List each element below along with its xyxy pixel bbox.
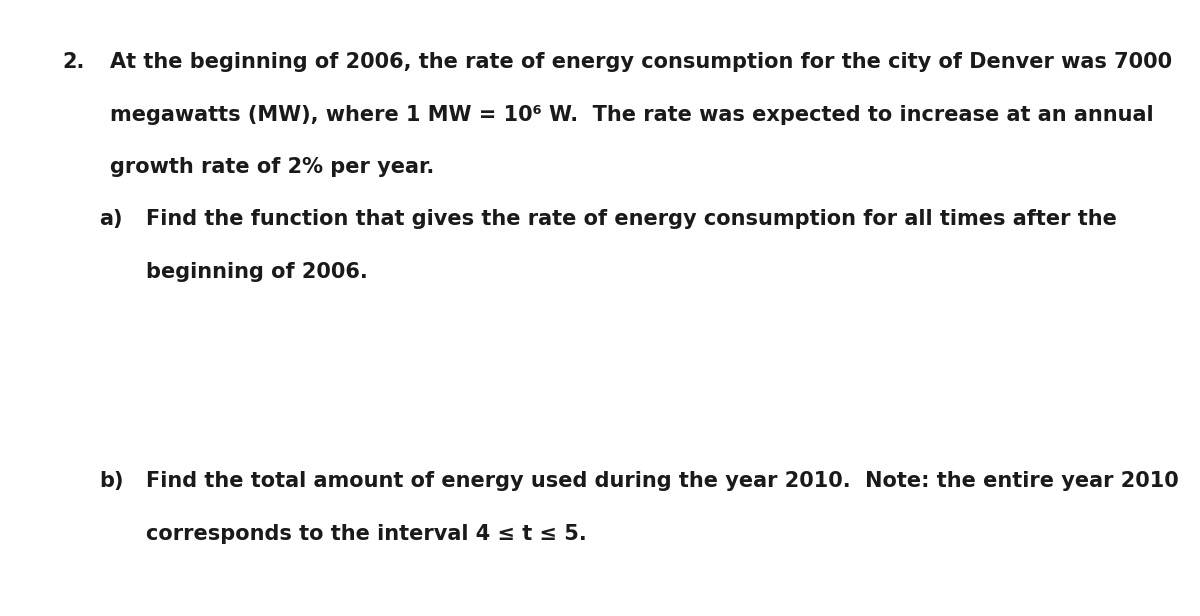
Text: a): a)	[100, 209, 124, 229]
Text: b): b)	[100, 471, 124, 491]
Text: At the beginning of 2006, the rate of energy consumption for the city of Denver : At the beginning of 2006, the rate of en…	[110, 52, 1172, 72]
Text: corresponds to the interval 4 ≤ t ≤ 5.: corresponds to the interval 4 ≤ t ≤ 5.	[146, 524, 587, 543]
Text: beginning of 2006.: beginning of 2006.	[146, 262, 368, 282]
Text: megawatts (MW), where 1 MW = 10⁶ W.  The rate was expected to increase at an ann: megawatts (MW), where 1 MW = 10⁶ W. The …	[110, 105, 1154, 124]
Text: 2.: 2.	[62, 52, 85, 72]
Text: Find the total amount of energy used during the year 2010.  Note: the entire yea: Find the total amount of energy used dur…	[146, 471, 1180, 491]
Text: growth rate of 2% per year.: growth rate of 2% per year.	[110, 157, 434, 177]
Text: Find the function that gives the rate of energy consumption for all times after : Find the function that gives the rate of…	[146, 209, 1117, 229]
